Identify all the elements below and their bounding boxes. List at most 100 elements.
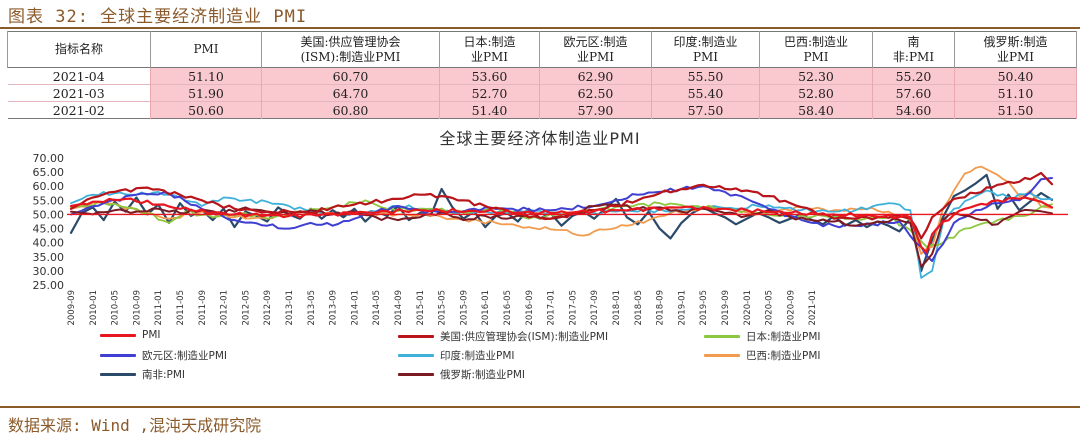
table-header-cell: 巴西:制造业 PMI (759, 31, 873, 68)
legend-swatch (100, 354, 136, 357)
table-header-cell: 指标名称 (7, 31, 151, 68)
legend-label: 南非:PMI (142, 369, 186, 381)
pmi-value-cell: 55.50 (651, 67, 760, 85)
x-tick-label: 2017-09 (590, 290, 600, 326)
series-line (69, 171, 1054, 240)
header-text-line: 印度:制造业 (673, 34, 738, 49)
pmi-value-cell: 51.50 (954, 101, 1077, 119)
title-rule (0, 27, 1080, 29)
x-tick-label: 2015-09 (459, 290, 469, 326)
header-text-line: 日本:制造 (463, 34, 516, 49)
legend-label: 印度:制造业PMI (440, 350, 515, 362)
y-tick-label: 25.00 (33, 279, 65, 292)
legend-label: 俄罗斯:制造业PMI (440, 369, 526, 381)
x-tick-label: 2020-05 (765, 290, 775, 326)
x-tick-label: 2009-09 (67, 290, 77, 326)
row-date-cell: 2021-04 (7, 67, 151, 85)
legend-item: 欧元区:制造业PMI (100, 348, 227, 363)
pmi-value-cell: 50.40 (954, 67, 1077, 85)
header-text-line: 南 (907, 34, 920, 49)
x-tick-label: 2014-01 (350, 290, 360, 326)
table-header-cell: 俄罗斯:制造 业PMI (954, 31, 1077, 68)
legend-label: 欧元区:制造业PMI (142, 350, 228, 362)
table-row: 2021-04 51.10 60.70 53.60 62.90 55.50 52.30 55.… (7, 67, 1077, 85)
header-text-line: PMI (193, 42, 219, 56)
x-tick-label: 2016-01 (481, 290, 491, 326)
pmi-value-cell: 57.50 (651, 101, 760, 119)
x-tick-label: 2018-09 (656, 290, 666, 326)
source-rule (0, 406, 1080, 408)
legend-label: 美国:供应管理协会(ISM):制造业PMI (440, 331, 609, 343)
legend-swatch (398, 354, 434, 357)
header-text-line: PMI (692, 49, 719, 64)
header-text-line: 业PMI (996, 49, 1035, 64)
legend-item: 巴西:制造业PMI (704, 348, 821, 363)
x-tick-label: 2011-01 (154, 290, 164, 326)
y-tick-label: 65.00 (33, 166, 65, 179)
pmi-value-cell: 55.20 (872, 67, 955, 85)
header-text-line: 业PMI (576, 49, 615, 64)
x-tick-label: 2011-09 (198, 290, 208, 326)
x-tick-label: 2021-01 (808, 290, 818, 326)
y-tick-label: 40.00 (33, 237, 65, 250)
header-text-line: 非:PMI (892, 49, 935, 64)
y-tick-label: 70.00 (33, 152, 65, 165)
pmi-value-cell: 51.10 (954, 84, 1077, 102)
figure-title: 图表 32: 全球主要经济制造业 PMI (8, 7, 308, 27)
chart-legend: PMI 美国:供应管理协会(ISM):制造业PMI 日本:制造业PMI 欧元区:制造业… (100, 329, 1060, 389)
x-tick-label: 2018-05 (634, 290, 644, 326)
data-source: 数据来源: Wind ,混沌天成研究院 (8, 416, 262, 435)
pmi-value-cell: 50.60 (150, 101, 262, 119)
row-date-cell: 2021-03 (7, 84, 151, 102)
legend-item: 印度:制造业PMI (398, 348, 515, 363)
y-tick-label: 60.00 (33, 180, 65, 193)
header-text-line: 俄罗斯:制造 (983, 34, 1048, 49)
legend-item: 美国:供应管理协会(ISM):制造业PMI (398, 329, 608, 344)
pmi-value-cell: 57.60 (872, 84, 955, 102)
x-tick-label: 2019-09 (721, 290, 731, 326)
pmi-value-cell: 60.70 (261, 67, 440, 85)
x-tick-label: 2015-01 (416, 290, 426, 326)
header-text-line: 巴西:制造业 (783, 34, 849, 49)
pmi-value-cell: 51.40 (439, 101, 540, 119)
pmi-value-cell: 51.90 (150, 84, 262, 102)
legend-swatch (704, 335, 740, 338)
y-tick-label: 30.00 (33, 265, 65, 278)
table-header-cell: 日本:制造 业PMI (439, 31, 540, 68)
x-tick-label: 2015-05 (438, 290, 448, 326)
x-tick-label: 2013-09 (329, 290, 339, 326)
table-row: 2021-02 50.60 60.80 51.40 57.90 57.50 58.40 54.… (7, 101, 1077, 119)
pmi-value-cell: 52.30 (759, 67, 873, 85)
legend-label: 巴西:制造业PMI (746, 350, 821, 362)
pmi-value-cell: 53.60 (439, 67, 540, 85)
x-tick-label: 2020-01 (743, 290, 753, 326)
header-text-line: 业PMI (470, 49, 509, 64)
legend-item: 俄罗斯:制造业PMI (398, 367, 525, 382)
table-header-cell: 欧元区:制造 业PMI (539, 31, 652, 68)
series-line (70, 165, 1053, 255)
x-tick-label: 2020-09 (786, 290, 796, 326)
pmi-value-cell: 60.80 (261, 101, 440, 119)
table-body: 2021-04 51.10 60.70 53.60 62.90 55.50 52.30 55.… (7, 67, 1077, 119)
legend-swatch (704, 354, 740, 357)
x-tick-label: 2014-09 (394, 290, 404, 326)
x-tick-label: 2014-05 (372, 290, 382, 326)
pmi-value-cell: 62.90 (539, 67, 652, 85)
legend-label: 日本:制造业PMI (746, 331, 821, 343)
pmi-value-cell: 58.40 (759, 101, 873, 119)
table-header-row: 指标名称 PMI 美国:供应管理协会 (ISM):制造业PMI 日本:制造 业PMI 欧元区… (7, 31, 1077, 68)
table-header-cell: PMI (150, 31, 262, 68)
x-tick-label: 2010-01 (89, 290, 99, 326)
legend-swatch (100, 373, 136, 376)
x-tick-label: 2010-05 (111, 290, 121, 326)
x-tick-label: 2017-01 (547, 290, 557, 326)
x-tick-label: 2012-09 (263, 290, 273, 326)
y-tick-label: 55.00 (33, 194, 65, 207)
legend-swatch (398, 335, 434, 338)
header-text-line: 指标名称 (54, 42, 103, 56)
x-tick-label: 2017-05 (568, 290, 578, 326)
pmi-value-cell: 57.90 (539, 101, 652, 119)
x-tick-label: 2016-05 (503, 290, 513, 326)
x-tick-label: 2016-09 (525, 290, 535, 326)
pmi-value-cell: 52.80 (759, 84, 873, 102)
